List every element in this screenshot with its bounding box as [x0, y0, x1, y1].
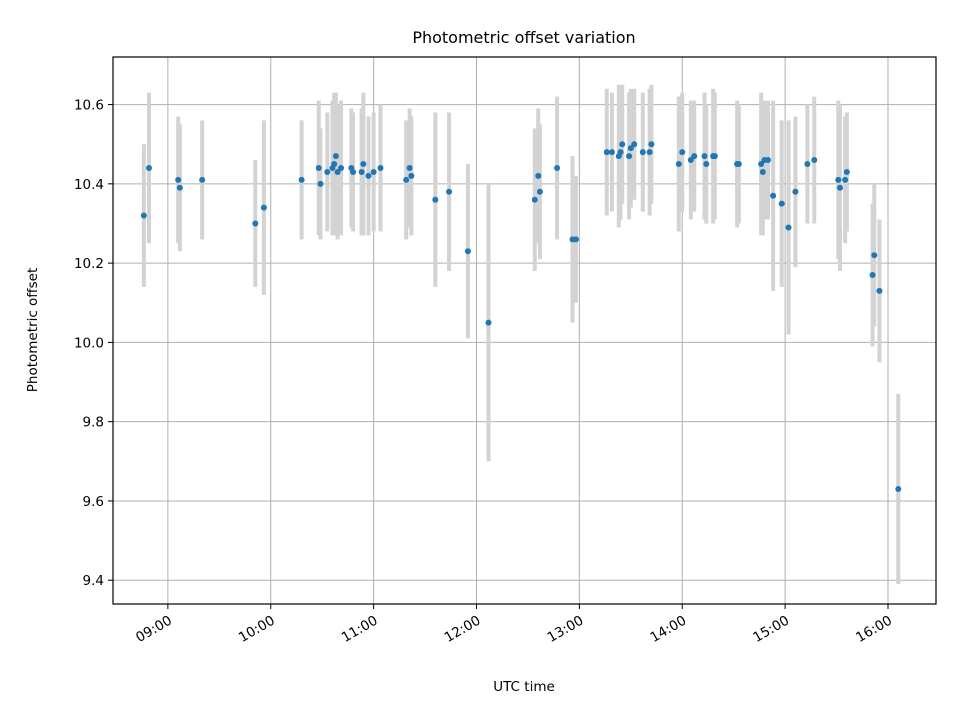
y-tick-label: 10.6 — [74, 98, 104, 114]
data-point — [370, 168, 377, 175]
data-point — [617, 149, 624, 156]
data-point — [199, 176, 206, 183]
data-point — [835, 176, 842, 183]
data-point — [350, 168, 357, 175]
data-point — [627, 145, 634, 152]
data-point — [464, 248, 471, 255]
data-point — [703, 161, 710, 168]
data-point — [778, 200, 785, 207]
data-point — [331, 161, 338, 168]
data-point — [648, 141, 655, 148]
data-point — [324, 168, 331, 175]
data-point — [146, 164, 153, 171]
data-point — [639, 149, 646, 156]
data-point — [175, 176, 182, 183]
data-point — [315, 164, 322, 171]
data-point — [631, 141, 638, 148]
data-point — [646, 149, 653, 156]
data-point — [406, 164, 413, 171]
data-point — [365, 172, 372, 179]
data-point — [298, 176, 305, 183]
data-point — [675, 161, 682, 168]
data-point — [701, 153, 708, 160]
data-point — [377, 164, 384, 171]
x-axis-label: UTC time — [493, 679, 555, 695]
data-point — [735, 161, 742, 168]
data-point — [843, 168, 850, 175]
y-tick-label: 9.6 — [83, 494, 104, 510]
data-point — [317, 180, 324, 187]
data-point — [691, 153, 698, 160]
data-point — [485, 319, 492, 326]
data-point — [260, 204, 267, 211]
y-axis: 9.4 9.6 9.8 10.0 10.2 10.4 10.6 — [74, 98, 113, 589]
data-point — [403, 176, 410, 183]
data-point — [446, 188, 453, 195]
data-point — [842, 176, 849, 183]
y-axis-label: Photometric offset — [25, 268, 41, 392]
data-point — [358, 168, 365, 175]
data-point — [252, 220, 259, 227]
data-point — [554, 164, 561, 171]
data-point — [811, 157, 818, 164]
data-point — [687, 157, 694, 164]
data-point — [871, 252, 878, 259]
data-point — [536, 188, 543, 195]
data-point — [432, 196, 439, 203]
data-point — [332, 153, 339, 160]
data-point — [338, 164, 345, 171]
data-point — [531, 196, 538, 203]
data-point — [626, 153, 633, 160]
data-point — [572, 236, 579, 243]
data-point — [711, 153, 718, 160]
y-tick-label: 9.4 — [83, 573, 104, 589]
data-point — [603, 149, 610, 156]
y-tick-label: 9.8 — [83, 415, 104, 431]
data-point — [334, 168, 341, 175]
data-point — [758, 161, 765, 168]
data-point — [869, 272, 876, 279]
plot-frame — [112, 56, 937, 605]
data-point — [785, 224, 792, 231]
data-point — [804, 161, 811, 168]
data-points — [140, 141, 902, 493]
data-point — [759, 168, 766, 175]
data-point — [836, 184, 843, 191]
data-point — [895, 486, 902, 493]
data-point — [608, 149, 615, 156]
data-point — [176, 184, 183, 191]
data-point — [619, 141, 626, 148]
chart-title: Photometric offset variation — [412, 28, 635, 47]
data-point — [876, 287, 883, 294]
data-point — [360, 161, 367, 168]
data-point — [679, 149, 686, 156]
y-tick-label: 10.0 — [74, 335, 104, 351]
data-point — [408, 172, 415, 179]
data-point — [140, 212, 147, 219]
y-tick-label: 10.2 — [74, 256, 104, 272]
y-tick-label: 10.4 — [74, 177, 104, 193]
data-point — [764, 157, 771, 164]
data-point — [792, 188, 799, 195]
data-point — [535, 172, 542, 179]
data-point — [770, 192, 777, 199]
